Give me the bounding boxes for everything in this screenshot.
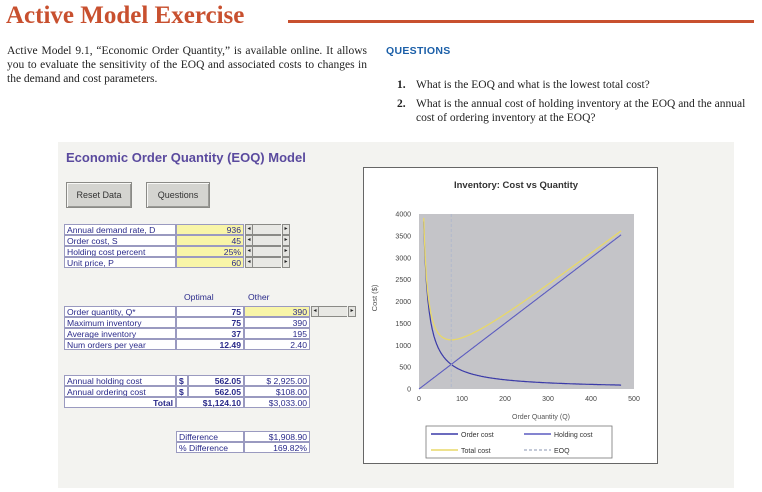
unit-price-slider[interactable]	[253, 257, 281, 268]
result-label: Average inventory	[64, 328, 176, 339]
holding-percent-increase-button[interactable]: ▸	[282, 246, 290, 257]
demand-input[interactable]: 936	[176, 224, 244, 235]
holding-percent-input[interactable]: 25%	[176, 246, 244, 257]
demand-decrease-button[interactable]: ◂	[245, 224, 253, 235]
y-tick-label: 2000	[395, 299, 411, 306]
question-text: What is the EOQ and what is the lowest t…	[416, 79, 650, 91]
optimal-q: 75	[176, 306, 244, 317]
input-label: Order cost, S	[64, 235, 176, 246]
y-tick-label: 500	[399, 365, 411, 372]
question-text: What is the annual cost of holding inven…	[416, 98, 746, 124]
optimal-avg-inventory: 37	[176, 328, 244, 339]
y-tick-label: 3000	[395, 255, 411, 262]
order-cost-increase-button[interactable]: ▸	[282, 235, 290, 246]
optimal-total-cost: $1,124.10	[176, 397, 244, 408]
demand-slider[interactable]	[253, 224, 281, 235]
intro-paragraph: Active Model 9.1, “Economic Order Quanti…	[7, 45, 367, 85]
input-label: Annual demand rate, D	[64, 224, 176, 235]
x-tick-label: 0	[417, 396, 421, 403]
order-cost-slider[interactable]	[253, 235, 281, 246]
legend-total-label: Total cost	[461, 448, 491, 455]
total-label: Total	[64, 397, 176, 408]
chart-frame: Inventory: Cost vs Quantity Cost ($) Ord…	[363, 167, 658, 464]
cost-label: Annual ordering cost	[64, 386, 176, 397]
x-tick-label: 100	[456, 396, 468, 403]
demand-increase-button[interactable]: ▸	[282, 224, 290, 235]
other-q-increase-button[interactable]: ▸	[348, 306, 356, 317]
difference-value: $1,908.90	[244, 431, 310, 442]
legend-order-label: Order cost	[461, 432, 494, 439]
question-item: 1. What is the EOQ and what is the lowes…	[397, 78, 760, 92]
optimal-column-header: Optimal	[184, 292, 214, 302]
order-cost-input[interactable]: 45	[176, 235, 244, 246]
other-max-inventory: 390	[244, 317, 310, 328]
question-item: 2. What is the annual cost of holding in…	[397, 97, 760, 125]
holding-percent-decrease-button[interactable]: ◂	[245, 246, 253, 257]
y-axis-label: Cost ($)	[370, 284, 379, 311]
model-title: Economic Order Quantity (EOQ) Model	[66, 150, 306, 165]
series-holding-cost	[418, 234, 622, 390]
y-tick-label: 0	[407, 387, 411, 394]
cost-label: Annual holding cost	[64, 375, 176, 386]
title-rule	[288, 20, 754, 23]
optimal-num-orders: 12.49	[176, 339, 244, 350]
other-q-input[interactable]: 390	[244, 306, 310, 317]
y-tick-label: 2500	[395, 277, 411, 284]
optimal-holding-cost: 562.05	[188, 375, 244, 386]
optimal-max-inventory: 75	[176, 317, 244, 328]
other-column-header: Other	[248, 292, 270, 302]
result-label: Num orders per year	[64, 339, 176, 350]
result-label: Maximum inventory	[64, 317, 176, 328]
order-cost-decrease-button[interactable]: ◂	[245, 235, 253, 246]
pct-difference-value: 169.82%	[244, 442, 310, 453]
holding-percent-slider[interactable]	[253, 246, 281, 257]
x-tick-label: 200	[499, 396, 511, 403]
unit-price-increase-button[interactable]: ▸	[282, 257, 290, 268]
pct-difference-label: % Difference	[176, 442, 244, 453]
series-total-cost	[423, 217, 622, 341]
legend-holding-label: Holding cost	[554, 432, 593, 439]
x-tick-label: 300	[542, 396, 554, 403]
x-tick-label: 500	[628, 396, 640, 403]
series-order-cost	[423, 221, 622, 386]
input-label: Unit price, P	[64, 257, 176, 268]
other-q-decrease-button[interactable]: ◂	[311, 306, 319, 317]
currency-symbol: $	[176, 375, 188, 386]
y-tick-label: 4000	[395, 212, 411, 219]
y-tick-label: 1500	[395, 321, 411, 328]
result-label: Order quantity, Q*	[64, 306, 176, 317]
optimal-ordering-cost: 562.05	[188, 386, 244, 397]
plot-area	[419, 214, 634, 389]
other-total-cost: $3,033.00	[244, 397, 310, 408]
other-holding-cost: $ 2,925.00	[244, 375, 310, 386]
x-axis-label: Order Quantity (Q)	[512, 414, 570, 421]
unit-price-input[interactable]: 60	[176, 257, 244, 268]
question-number: 1.	[397, 79, 406, 91]
questions-button[interactable]: Questions	[146, 182, 210, 208]
input-label: Holding cost percent	[64, 246, 176, 257]
other-q-slider[interactable]	[319, 306, 347, 317]
legend-eoq-label: EOQ	[554, 448, 570, 455]
currency-symbol: $	[176, 386, 188, 397]
x-tick-label: 400	[585, 396, 597, 403]
chart-title: Inventory: Cost vs Quantity	[454, 180, 579, 191]
y-tick-label: 1000	[395, 343, 411, 350]
unit-price-decrease-button[interactable]: ◂	[245, 257, 253, 268]
other-avg-inventory: 195	[244, 328, 310, 339]
difference-label: Difference	[176, 431, 244, 442]
cost-quantity-chart: Inventory: Cost vs Quantity Cost ($) Ord…	[370, 180, 640, 459]
question-number: 2.	[397, 98, 406, 110]
y-tick-label: 3500	[395, 233, 411, 240]
legend-box	[425, 425, 613, 459]
other-ordering-cost: $108.00	[244, 386, 310, 397]
other-num-orders: 2.40	[244, 339, 310, 350]
reset-data-button[interactable]: Reset Data	[66, 182, 132, 208]
page-title: Active Model Exercise	[6, 2, 245, 29]
questions-heading: QUESTIONS	[386, 45, 451, 57]
